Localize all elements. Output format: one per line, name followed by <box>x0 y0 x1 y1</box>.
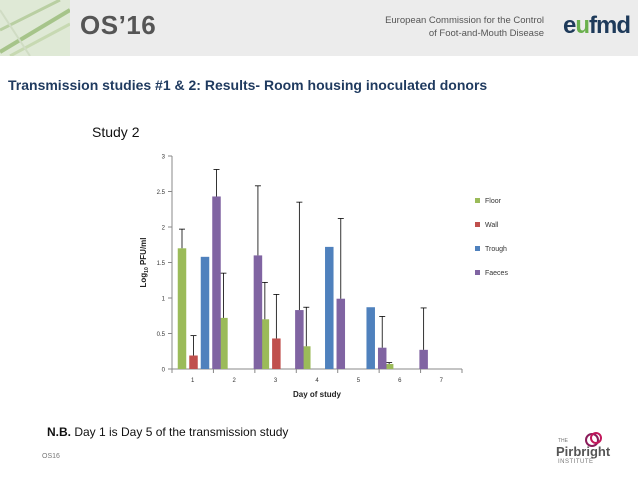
y-tick-label: 0 <box>162 368 166 374</box>
org-line-1: European Commission for the Control <box>385 15 544 26</box>
logo-u: u <box>575 12 590 39</box>
bar-faeces <box>377 347 387 369</box>
footnote-bold: N.B. <box>47 425 71 439</box>
y-tick-label: 2 <box>162 226 166 232</box>
footer-label: OS16 <box>42 453 60 460</box>
legend-swatch-trough <box>475 246 480 251</box>
x-tick-label: 3 <box>274 378 278 384</box>
bar-wall <box>189 355 198 369</box>
y-tick-label: 2.5 <box>157 190 166 196</box>
bar-floor <box>384 364 394 369</box>
y-axis-title: Log10 PFU/ml <box>139 237 150 287</box>
footnote: N.B. Day 1 is Day 5 of the transmission … <box>47 425 288 439</box>
brand-title: OS’16 <box>80 10 157 40</box>
x-tick-label: 7 <box>440 378 444 384</box>
legend-label-trough: Trough <box>485 246 507 253</box>
bar-trough <box>366 307 375 369</box>
legend-swatch-wall <box>475 222 480 227</box>
y-tick-label: 1.5 <box>157 261 166 267</box>
x-axis-title: Day of study <box>293 390 342 399</box>
pirbright-the: THE <box>558 438 568 444</box>
x-tick-label: 6 <box>398 378 402 384</box>
org-line-2: of Foot-and-Mouth Disease <box>428 28 544 39</box>
y-tick-label: 3 <box>162 155 166 161</box>
logo-e: e <box>562 12 576 39</box>
x-tick-label: 2 <box>232 378 236 384</box>
bar-trough <box>200 256 210 369</box>
legend-label-wall: Wall <box>485 222 499 229</box>
legend-swatch-faeces <box>475 270 480 275</box>
x-tick-label: 5 <box>357 378 361 384</box>
logo-fmd: fmd <box>589 12 631 39</box>
pirbright-emblem-icon <box>585 432 602 447</box>
y-tick-label: 0.5 <box>157 332 166 338</box>
bar-trough <box>325 246 334 369</box>
bar-floor <box>219 317 228 369</box>
bar-faeces <box>253 255 263 369</box>
header-bar: OS’16 European Commission for the Contro… <box>0 0 638 56</box>
eufmd-logo: eufmd <box>562 12 631 40</box>
header-decoration <box>0 0 70 56</box>
bar-faeces <box>336 298 346 369</box>
footnote-text: Day 1 is Day 5 of the transmission study <box>71 425 289 439</box>
bar-faeces <box>295 310 304 369</box>
bar-floor <box>177 248 187 369</box>
y-tick-label: 1 <box>162 297 166 303</box>
bar-floor <box>302 346 311 369</box>
bar-floor <box>260 319 270 369</box>
legend-swatch-floor <box>475 198 480 203</box>
chart-title: Study 2 <box>92 124 140 140</box>
x-tick-label: 4 <box>315 378 319 384</box>
organization-name: European Commission for the Control of F… <box>385 14 544 40</box>
pirbright-logo: THE Pirbright INSTITUTE <box>556 430 626 470</box>
pirbright-name: Pirbright <box>556 444 611 459</box>
bar-wall <box>272 338 281 369</box>
legend-label-floor: Floor <box>485 198 502 205</box>
x-tick-label: 1 <box>191 378 195 384</box>
slide-title: Transmission studies #1 & 2: Results- Ro… <box>8 77 488 93</box>
bar-faeces <box>212 196 221 369</box>
pirbright-institute: INSTITUTE <box>558 459 594 465</box>
bar-faeces <box>419 349 428 369</box>
legend-label-faeces: Faeces <box>485 270 508 277</box>
